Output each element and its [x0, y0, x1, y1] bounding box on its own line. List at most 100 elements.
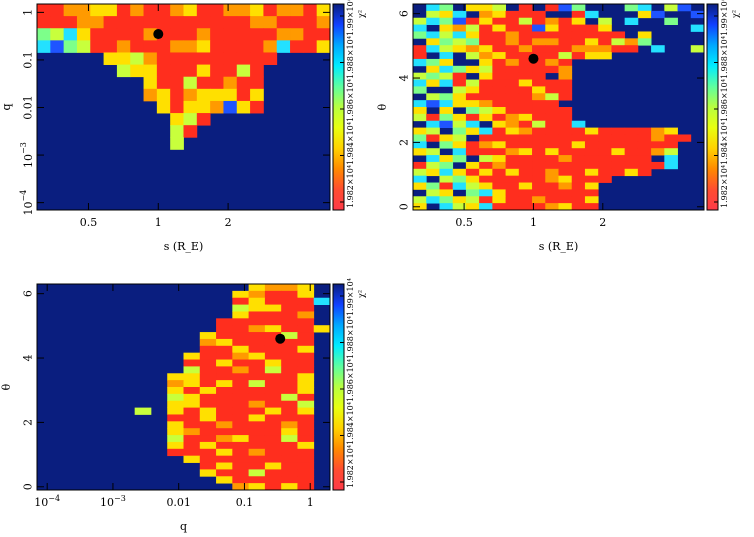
heatmap-cell [571, 38, 586, 46]
heatmap-cell [479, 79, 493, 87]
heatmap-cell [248, 359, 266, 367]
heatmap-cell [624, 161, 639, 170]
heatmap-cell [156, 4, 171, 17]
heatmap-cell [505, 113, 520, 122]
heatmap-panel-q-vs-theta: 10−4 10−3 0.01 0.1 1 0 2 4 6 q θ [0, 283, 331, 533]
heatmap-cell [518, 38, 533, 46]
heatmap-cell [264, 311, 282, 319]
heatmap-cell [584, 24, 599, 32]
heatmap-cell [532, 161, 546, 170]
heatmap-cell [216, 469, 233, 477]
heatmap-cell [281, 414, 298, 422]
heatmap-cell [505, 168, 520, 177]
heatmap-cell [479, 182, 493, 190]
heatmap-cell [584, 10, 599, 19]
heatmap-cell [532, 79, 546, 87]
heatmap-cell [571, 155, 586, 163]
x-tick-label: 0.01 [166, 496, 191, 509]
heatmap-cell [281, 366, 298, 374]
heatmap-cell [183, 359, 201, 367]
heatmap-cell [297, 345, 315, 354]
heatmap-cell [518, 72, 533, 80]
heatmap-cell [505, 31, 520, 39]
heatmap-cell [545, 161, 559, 170]
heatmap-cell [492, 72, 506, 80]
heatmap-cell [223, 88, 238, 102]
heatmap-cell [492, 148, 506, 156]
heatmap-cell [479, 155, 493, 163]
heatmap-cell [439, 161, 454, 170]
heatmap-cell [571, 10, 586, 19]
heatmap-cell [281, 338, 298, 347]
heatmap-cell [571, 189, 586, 197]
heatmap-cell [290, 40, 304, 53]
heatmap-cell [505, 79, 520, 87]
heatmap-cell [170, 137, 184, 150]
heatmap-cell [479, 17, 493, 25]
heatmap-cell [558, 141, 573, 149]
heatmap-cell [250, 40, 264, 53]
heatmap-cell [479, 113, 493, 122]
plot-frame [412, 3, 705, 211]
heatmap-cell [545, 113, 559, 122]
heatmap-cell [199, 400, 217, 408]
heatmap-cell [413, 113, 427, 122]
heatmap-cell [505, 52, 520, 60]
heatmap-cell [199, 352, 217, 360]
heatmap-cell [452, 24, 467, 32]
heatmap-cell [452, 175, 467, 183]
heatmap-cell [250, 28, 264, 41]
heatmap-cell [236, 76, 251, 90]
heatmap-cell [532, 196, 546, 204]
heatmap-cell [297, 441, 315, 450]
heatmap-cell [492, 4, 506, 12]
heatmap-cell [413, 182, 427, 190]
heatmap-cell [216, 359, 233, 367]
heatmap-cell [637, 38, 652, 46]
heatmap-cell [116, 16, 131, 29]
heatmap-cell [637, 155, 652, 163]
axis-ticks: 0.5 1 2 0 2 4 6 [398, 4, 704, 229]
heatmap-cell [518, 10, 533, 19]
heatmap-cell [281, 407, 298, 415]
heatmap-cell [545, 38, 559, 46]
heatmap-cell [210, 64, 224, 78]
heatmap-cell [690, 45, 705, 53]
plot-frame [36, 283, 331, 491]
heatmap-cell [479, 203, 493, 211]
heatmap-cell [664, 134, 678, 142]
heatmap-cell [624, 127, 639, 135]
heatmap-cell [183, 448, 201, 457]
heatmap-cell [413, 79, 427, 87]
heatmap-cell [426, 17, 440, 25]
heatmap-cell [558, 52, 573, 60]
heatmap-cell [264, 284, 282, 292]
heatmap-cell [532, 113, 546, 122]
heatmap-cell [236, 28, 251, 41]
heatmap-cell [518, 65, 533, 74]
heatmap-cell [452, 65, 467, 74]
heatmap-cell [439, 58, 454, 67]
heatmap-cell [465, 203, 480, 211]
heatmap-cell [545, 52, 559, 60]
heatmap-cell [413, 45, 427, 53]
heatmap-cell [426, 38, 440, 46]
heatmap-cell [571, 4, 586, 12]
heatmap-cell [479, 134, 493, 142]
heatmap-cell [479, 161, 493, 170]
heatmap-cell [439, 24, 454, 32]
heatmap-cell [492, 107, 506, 115]
heatmap-cell [545, 86, 559, 94]
y-tick-label: 2 [22, 419, 35, 426]
heatmap-cell [223, 52, 238, 65]
heatmap-cell [452, 72, 467, 80]
heatmap-cell [116, 52, 131, 65]
heatmap-cell [518, 58, 533, 67]
heatmap-cell [532, 86, 546, 94]
heatmap-cell [264, 469, 282, 477]
heatmap-cell [518, 168, 533, 177]
heatmap-cell [167, 441, 184, 450]
heatmap-cell [492, 141, 506, 149]
heatmap-cell [264, 373, 282, 381]
y-tick-label: 0.01 [22, 95, 35, 120]
